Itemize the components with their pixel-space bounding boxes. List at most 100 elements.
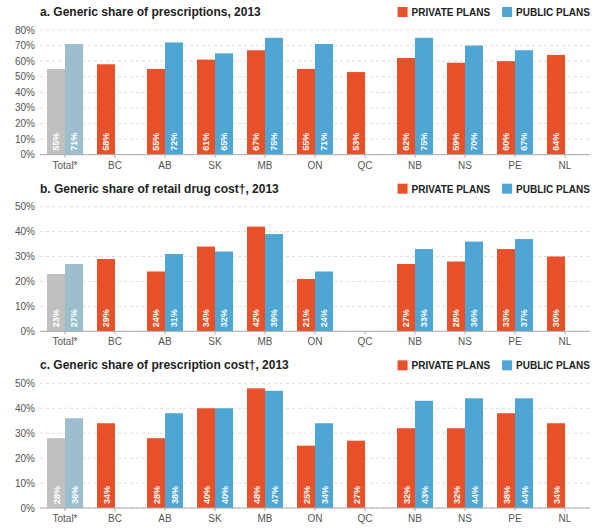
x-tick [265,155,266,158]
data-label: 67% [252,133,262,151]
y-tick-label: 80% [15,25,35,36]
x-tick-label: NL [559,513,572,524]
y-tick-label: 40% [15,226,35,237]
legend-swatch [398,184,408,194]
data-label: 42% [252,309,262,327]
x-tick [515,155,516,158]
grid-line [40,231,590,232]
y-tick-label: 20% [15,276,35,287]
y-tick-label: 20% [15,118,35,129]
x-tick [465,331,466,334]
bar [147,438,165,508]
bars [47,388,565,508]
bars [47,227,565,332]
data-label: 44% [520,486,530,504]
x-tick [165,155,166,158]
y-tick-label: 10% [15,134,35,145]
bar [197,60,215,155]
bar [265,234,283,331]
y-tick-label: 20% [15,453,35,464]
data-labels: 23%29%24%34%42%21%27%28%33%30%27%31%32%3… [52,309,562,327]
y-tick-label: 10% [15,478,35,489]
x-tick-label: NS [458,336,472,347]
x-tick [565,155,566,158]
data-label: 43% [420,486,430,504]
x-tick-label: AB [158,513,172,524]
bar [197,408,215,508]
data-label: 28% [152,486,162,504]
x-tick-label: NB [408,160,422,171]
x-tick-label: PE [508,513,522,524]
data-label: 25% [302,486,312,504]
bar [247,227,265,332]
bar [215,252,233,332]
y-tick-label: 50% [15,378,35,389]
bar [65,264,83,331]
x-tick [65,331,66,334]
data-label: 34% [102,486,112,504]
bar [315,271,333,331]
bar [515,50,533,154]
bar [97,64,115,154]
x-tick [565,331,566,334]
x-tick [215,508,216,511]
x-tick-label: BC [108,513,122,524]
x-tick-label: QC [358,513,373,524]
data-label: 58% [102,133,112,151]
data-label: 24% [320,309,330,327]
grid-line [40,408,590,409]
x-tick-label: BC [108,336,122,347]
data-label: 29% [102,309,112,327]
y-tick-label: 30% [15,428,35,439]
bar [65,44,83,155]
bar [497,413,515,508]
grid-line [40,30,590,31]
y-tick-label: 60% [15,56,35,67]
x-tick-label: SK [208,513,222,524]
data-label: 36% [470,309,480,327]
legend-label: PRIVATE PLANS [412,184,491,195]
x-tick-label: QC [358,336,373,347]
data-label: 24% [152,309,162,327]
data-label: 38% [502,486,512,504]
panel: c. Generic share of prescription cost†, … [15,358,590,524]
legend-swatch [502,7,512,17]
bar [165,254,183,331]
bar [247,50,265,154]
y-tick-label: 10% [15,301,35,312]
bar [297,279,315,331]
data-label: 71% [320,133,330,151]
y-tick-label: 50% [15,201,35,212]
data-label: 37% [520,309,530,327]
bar [465,46,483,155]
x-tick-label: NS [458,513,472,524]
x-tick-label: NL [559,336,572,347]
x-tick [115,155,116,158]
x-tick-label: ON [308,336,323,347]
legend: PRIVATE PLANSPUBLIC PLANS [398,184,591,195]
data-label: 27% [70,309,80,327]
bar [297,446,315,508]
bar [197,247,215,332]
bar [315,44,333,155]
x-tick-label: PE [508,336,522,347]
x-tick [65,155,66,158]
bar [147,69,165,155]
x-tick-label: SK [208,160,222,171]
x-tick-label: ON [308,160,323,171]
data-label: 60% [502,133,512,151]
legend-swatch [502,184,512,194]
x-tick-label: QC [358,160,373,171]
data-label: 61% [202,133,212,151]
grid-line [40,383,590,384]
x-tick [315,331,316,334]
bar [47,69,65,155]
data-label: 55% [302,133,312,151]
x-tick-label: NL [559,160,572,171]
data-label: 27% [402,309,412,327]
bar [447,428,465,508]
bars [47,38,565,155]
x-tick [515,331,516,334]
data-label: 40% [220,486,230,504]
data-label: 59% [452,133,462,151]
